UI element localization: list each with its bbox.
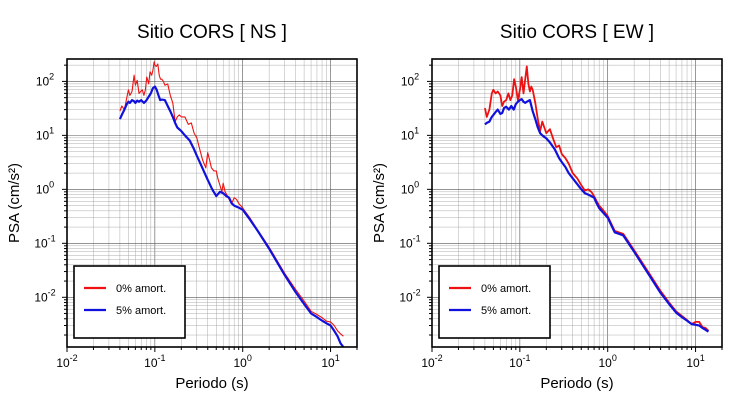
legend-label-0pct: 0% amort. — [481, 283, 531, 295]
x-axis-label: Periodo (s) — [175, 375, 248, 392]
x-tick-label: 10-1 — [509, 353, 530, 370]
x-tick-label: 100 — [599, 353, 617, 370]
x-tick-label: 10-1 — [144, 353, 165, 370]
legend: 0% amort. 5% amort. — [73, 265, 186, 339]
plot-frame — [431, 58, 723, 348]
y-tick-label: 101 — [401, 125, 419, 142]
y-tick-label: 100 — [401, 179, 419, 196]
y-tick-label: 10-1 — [34, 233, 55, 250]
y-tick-label: 10-2 — [34, 287, 55, 304]
chart-panel-ew: 10-2 10-1 100 101 10-2 10-1 100 101 102 Sitio COR… — [371, 22, 723, 392]
legend-label-0pct: 0% amort. — [116, 283, 166, 295]
x-tick-label: 101 — [686, 353, 704, 370]
chart-title: Sitio CORS [ NS ] — [137, 22, 287, 43]
y-tick-label: 101 — [36, 125, 54, 142]
y-tick-label: 100 — [36, 179, 54, 196]
x-tick-label: 10-2 — [421, 353, 442, 370]
plot-frame — [66, 58, 358, 348]
legend: 0% amort. 5% amort. — [438, 265, 551, 339]
x-tick-label: 101 — [321, 353, 339, 370]
y-tick-label: 102 — [401, 71, 419, 88]
chart-title: Sitio CORS [ EW ] — [500, 22, 654, 43]
legend-label-5pct: 5% amort. — [481, 305, 531, 317]
y-tick-label: 10-1 — [399, 233, 420, 250]
chart-panel-ns: 10-2 10-1 100 101 10-2 10-1 100 101 102 Sitio COR… — [6, 22, 358, 392]
legend-box — [438, 265, 551, 339]
series-line-5pct — [484, 97, 710, 333]
series-line-5pct — [118, 85, 345, 348]
y-tick-label: 10-2 — [399, 287, 420, 304]
x-axis-label: Periodo (s) — [540, 375, 613, 392]
y-axis-label: PSA (cm/s²) — [6, 163, 23, 243]
legend-box — [73, 265, 186, 339]
x-tick-label: 10-2 — [56, 353, 77, 370]
x-tick-label: 100 — [234, 353, 252, 370]
grid — [66, 59, 358, 347]
y-axis-label: PSA (cm/s²) — [371, 163, 388, 243]
legend-label-5pct: 5% amort. — [116, 305, 166, 317]
y-tick-label: 102 — [36, 71, 54, 88]
